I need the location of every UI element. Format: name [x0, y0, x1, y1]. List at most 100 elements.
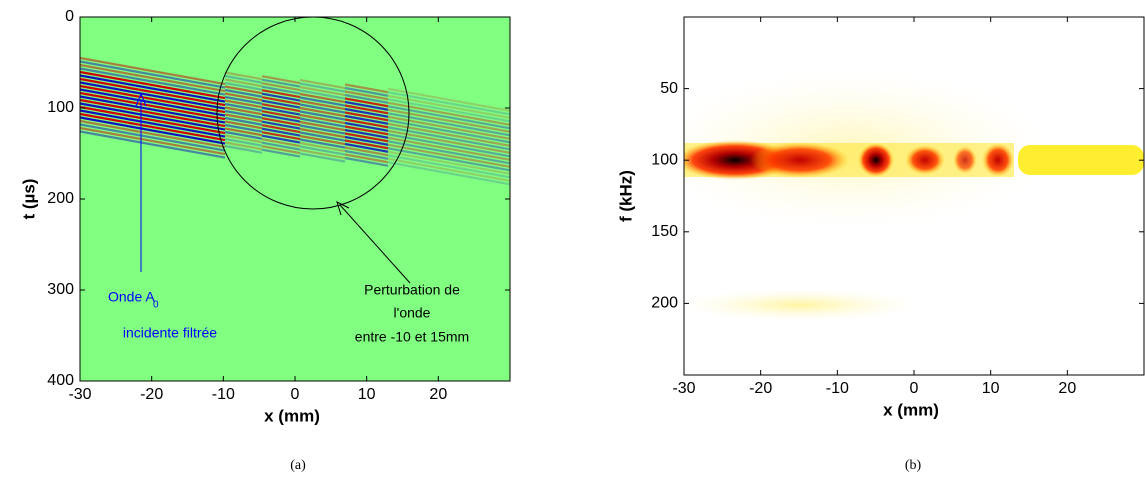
wave-stripe	[224, 130, 263, 140]
wave-stripe	[80, 95, 226, 124]
arrow	[339, 204, 411, 284]
wave-stripe	[299, 145, 346, 156]
y-tick-label: 100	[651, 151, 678, 168]
wave-stripe	[80, 130, 226, 159]
wave-stripe	[299, 85, 346, 97]
wave-stripe	[224, 137, 263, 147]
wave-stripe	[299, 141, 346, 153]
wave-stripe	[344, 121, 389, 132]
wave-stripe	[344, 107, 389, 118]
wave-stripe	[387, 87, 510, 112]
wave-stripe	[224, 123, 263, 133]
heat-blob	[982, 143, 1014, 177]
wave-stripe	[299, 82, 346, 93]
wave-stripe	[224, 120, 263, 130]
x-tick-label: 0	[291, 386, 300, 403]
y-tick-label: 300	[47, 281, 74, 298]
heat-blob	[858, 143, 894, 177]
annotation: entre -10 et 15mm	[355, 329, 469, 345]
wave-stripe	[261, 148, 301, 158]
wave-stripe	[80, 88, 226, 117]
x-tick-label: -30	[672, 380, 695, 397]
wave-stripe	[299, 152, 346, 163]
wave-stripe	[387, 140, 510, 165]
x-tick-label: 20	[1058, 380, 1076, 397]
wave-stripe	[80, 123, 226, 152]
wave-stripe	[224, 102, 263, 112]
wave-stripe	[224, 95, 263, 105]
x-tick-label: 10	[358, 386, 376, 403]
wave-stripe	[261, 106, 301, 116]
wave-stripe	[344, 90, 389, 101]
x-tick-label: -10	[826, 380, 849, 397]
wave-stripe	[299, 78, 346, 90]
wave-stripe	[224, 71, 263, 81]
wave-stripe	[80, 112, 226, 142]
wave-stripe	[261, 85, 301, 95]
wave-stripe	[299, 134, 346, 146]
heat-blob	[905, 145, 945, 175]
wave-stripe	[299, 89, 346, 100]
wave-stripe	[261, 131, 301, 141]
wave-stripe	[344, 128, 389, 139]
wave-stripe	[387, 147, 510, 172]
wave-stripe	[387, 161, 510, 186]
wave-stripe	[80, 63, 226, 93]
wave-stripe	[344, 83, 389, 94]
wave-stripe	[261, 117, 301, 127]
wave-stripe	[261, 110, 301, 120]
wave-stripe	[224, 92, 263, 102]
wave-stripe	[80, 102, 226, 131]
wave-stripe	[299, 124, 346, 135]
wave-stripe	[80, 105, 226, 135]
wave-stripe	[344, 125, 389, 136]
wave-stripe	[387, 126, 510, 151]
wave-stripe	[344, 156, 389, 167]
wave-stripe	[224, 85, 263, 95]
wave-stripe	[387, 154, 510, 179]
y-axis-label: t (µs)	[19, 179, 38, 220]
wave-stripe	[261, 82, 301, 92]
arrow-head	[135, 92, 147, 107]
y-tick-label: 50	[660, 80, 678, 97]
annotation: incidente filtrée	[123, 325, 217, 341]
wave-stripe	[261, 134, 301, 144]
wave-stripe	[224, 78, 263, 88]
wave-stripe	[80, 84, 226, 114]
wave-stripe	[224, 106, 263, 116]
wave-stripe	[80, 56, 226, 86]
wave-stripe	[299, 92, 346, 104]
wave-stripe	[80, 70, 226, 100]
wave-stripe	[261, 138, 301, 148]
wave-stripe	[261, 141, 301, 151]
wave-stripe	[80, 116, 226, 145]
wave-stripe	[299, 117, 346, 128]
wave-stripe	[344, 135, 389, 146]
wave-stripe	[299, 96, 346, 107]
y-tick-label: 100	[47, 99, 74, 116]
heat-blob	[953, 146, 977, 174]
wave-stripe	[344, 132, 389, 143]
wave-stripe	[299, 106, 346, 118]
annotation: Perturbation de	[364, 282, 460, 298]
wave-stripe	[80, 74, 226, 103]
wave-stripe	[80, 98, 226, 128]
x-tick-label: -20	[749, 380, 772, 397]
y-tick-label: 400	[47, 372, 74, 389]
wave-stripe	[80, 126, 226, 156]
wave-stripe	[344, 97, 389, 108]
arrow-head	[336, 201, 350, 216]
wave-stripe	[344, 86, 389, 97]
y-axis-label: f (kHz)	[616, 170, 635, 222]
wave-stripe	[261, 78, 301, 88]
wave-stripe	[387, 133, 510, 158]
x-tick-label: -30	[68, 386, 91, 403]
wave-stripe	[80, 109, 226, 138]
wave-stripe	[224, 113, 263, 123]
heat-blob	[684, 289, 920, 321]
wave-stripe	[387, 91, 510, 116]
wave-stripe	[224, 81, 263, 91]
wave-stripe	[344, 153, 389, 164]
wave-stripe	[261, 99, 301, 109]
wave-stripe	[224, 141, 263, 151]
